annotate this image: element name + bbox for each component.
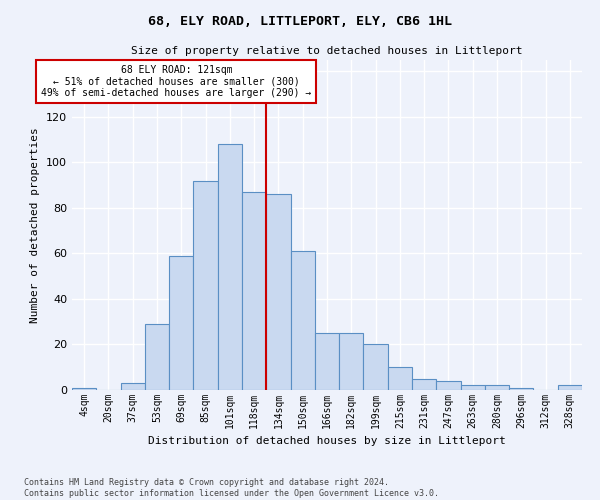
Bar — [315, 333, 339, 390]
Bar — [145, 324, 169, 390]
Bar — [388, 367, 412, 390]
Bar — [509, 388, 533, 390]
Bar — [121, 383, 145, 390]
Bar — [242, 192, 266, 390]
Bar — [193, 180, 218, 390]
Bar — [485, 386, 509, 390]
Bar — [169, 256, 193, 390]
Bar — [339, 333, 364, 390]
Bar — [364, 344, 388, 390]
X-axis label: Distribution of detached houses by size in Littleport: Distribution of detached houses by size … — [148, 436, 506, 446]
Text: Contains HM Land Registry data © Crown copyright and database right 2024.
Contai: Contains HM Land Registry data © Crown c… — [24, 478, 439, 498]
Text: 68 ELY ROAD: 121sqm
← 51% of detached houses are smaller (300)
49% of semi-detac: 68 ELY ROAD: 121sqm ← 51% of detached ho… — [41, 64, 311, 98]
Bar — [436, 381, 461, 390]
Y-axis label: Number of detached properties: Number of detached properties — [31, 127, 40, 323]
Title: Size of property relative to detached houses in Littleport: Size of property relative to detached ho… — [131, 46, 523, 56]
Bar — [72, 388, 96, 390]
Bar — [290, 251, 315, 390]
Bar — [461, 386, 485, 390]
Bar — [558, 386, 582, 390]
Bar — [218, 144, 242, 390]
Bar — [412, 378, 436, 390]
Bar — [266, 194, 290, 390]
Text: 68, ELY ROAD, LITTLEPORT, ELY, CB6 1HL: 68, ELY ROAD, LITTLEPORT, ELY, CB6 1HL — [148, 15, 452, 28]
